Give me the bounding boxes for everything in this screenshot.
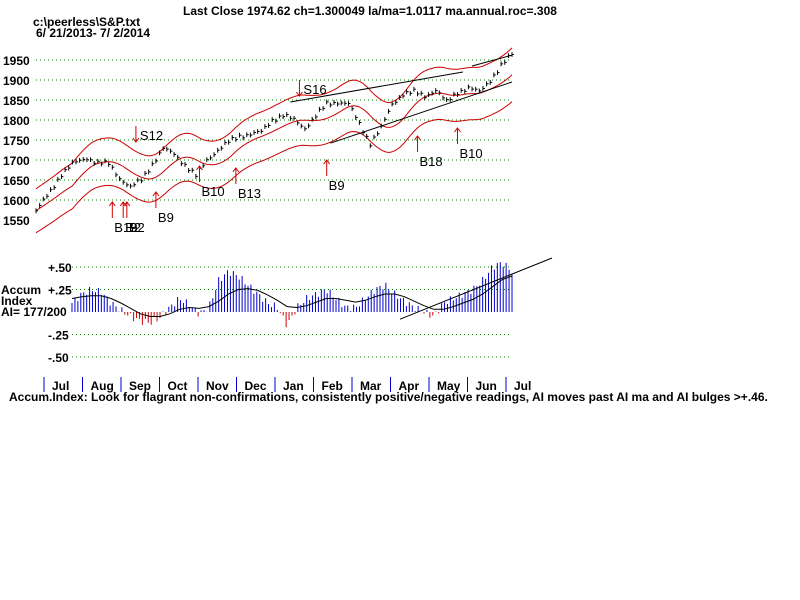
month-label: Aug (91, 379, 114, 393)
ai-label-accum: Accum (1, 283, 41, 297)
y-tick-label: 1550 (3, 214, 30, 228)
buy-arrow-head (323, 159, 331, 165)
signal-label: B9 (158, 210, 174, 225)
signal-label: S16 (303, 82, 326, 97)
month-label: Mar (360, 379, 382, 393)
y-tick-label: 1950 (3, 54, 30, 68)
footnote-text: Accum.Index: Look for flagrant non-confi… (9, 390, 768, 404)
y-tick-label: 1800 (3, 114, 30, 128)
y-tick-label: 1900 (3, 74, 30, 88)
ai-label-ratio: AI= 177/200 (1, 305, 67, 319)
month-label: Dec (245, 379, 267, 393)
month-label: Nov (206, 379, 229, 393)
buy-arrow-head (454, 127, 461, 133)
upper-band-line (35, 47, 513, 190)
y-tick-label: 1650 (3, 174, 30, 188)
month-label: Jul (514, 379, 531, 393)
buy-arrow-head (414, 135, 421, 141)
buy-arrow-head (232, 167, 240, 173)
signal-label: B13 (238, 186, 261, 201)
signal-label: B9 (329, 178, 345, 193)
signal-label: B19 (114, 220, 137, 235)
accum-index-panel: +.50 +.25 -.25 -.50 (48, 257, 553, 365)
ai-tick-label: +.25 (48, 284, 72, 298)
ai-trend-line (399, 257, 553, 320)
price-panel: 1950 1900 1850 1800 1750 1700 1650 1600 1550 S12 S… (3, 47, 514, 235)
month-label: Jan (283, 379, 304, 393)
signal-label: B10 (202, 184, 225, 199)
ai-moving-average-line (71, 275, 513, 317)
lower-band-line (35, 101, 513, 234)
signal-label: S12 (140, 128, 163, 143)
moving-average-line (35, 74, 513, 212)
lower-trend-line (330, 81, 513, 144)
month-label: Oct (168, 379, 188, 393)
y-tick-label: 1600 (3, 194, 30, 208)
upper-trend-line (471, 54, 513, 67)
signal-label: B2 (129, 220, 145, 235)
buy-arrow-head (196, 165, 203, 171)
signal-label: B18 (420, 154, 443, 169)
y-tick-label: 1750 (3, 134, 30, 148)
signal-label: B2 (125, 220, 141, 235)
sell-arrow-head (296, 91, 303, 97)
month-label: May (437, 379, 461, 393)
data-file-label: c:\peerless\S&P.txt (33, 15, 140, 29)
month-label: Apr (399, 379, 420, 393)
buy-arrow-head (123, 201, 131, 207)
month-label: Jun (476, 379, 497, 393)
ai-tick-label: +.50 (48, 261, 72, 275)
y-tick-label: 1700 (3, 154, 30, 168)
upper-trend-line (290, 71, 464, 103)
chart-title: Last Close 1974.62 ch=1.300049 la/ma=1.0… (183, 4, 557, 18)
buy-arrow-head (152, 191, 160, 197)
month-axis: Jul Aug Sep Oct Nov Dec Jan Feb Mar Apr May Jun Jul (43, 377, 531, 393)
ai-label-index: Index (1, 294, 33, 308)
ai-tick-label: -.25 (48, 329, 69, 343)
y-tick-label: 1850 (3, 94, 30, 108)
month-label: Feb (322, 379, 343, 393)
sell-arrow-head (132, 137, 140, 143)
ai-tick-label: -.50 (48, 351, 69, 365)
month-label: Sep (129, 379, 151, 393)
date-range-label: 6/ 21/2013- 7/ 2/2014 (36, 26, 150, 40)
month-label: Jul (52, 379, 69, 393)
signal-label: B10 (459, 146, 482, 161)
buy-arrow-head (108, 201, 116, 207)
